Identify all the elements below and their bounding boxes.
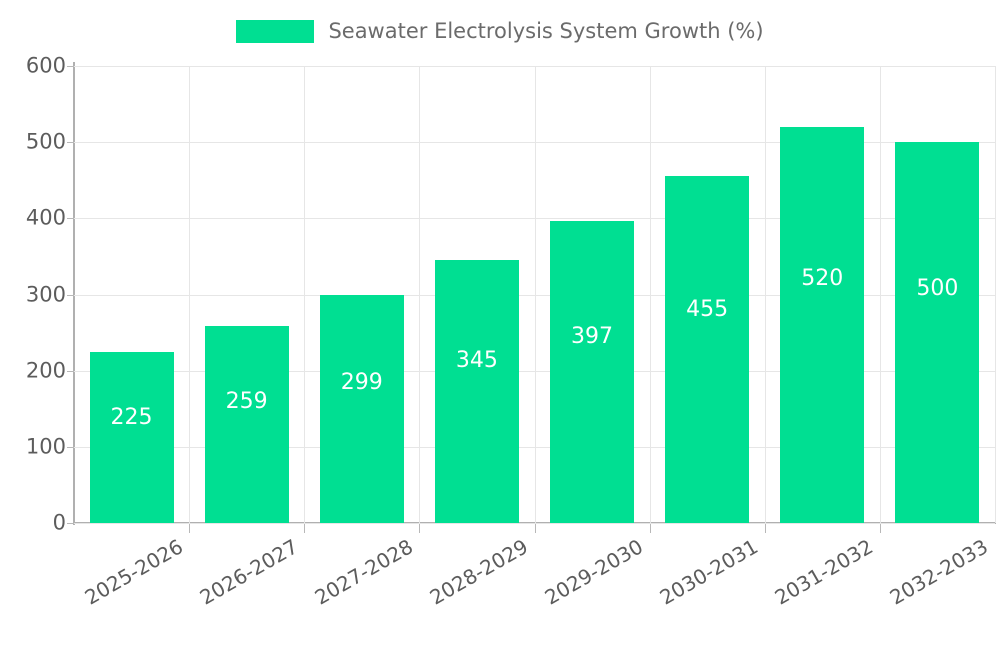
y-axis-tick-mark xyxy=(67,294,74,296)
x-axis-tick-mark xyxy=(650,524,651,533)
legend-color-swatch xyxy=(236,19,315,43)
y-gridline xyxy=(74,294,995,296)
x-gridline xyxy=(765,66,766,523)
y-axis-tick-mark xyxy=(67,142,74,144)
x-gridline xyxy=(189,66,190,523)
chart-legend: Seawater Electrolysis System Growth (%) xyxy=(0,14,1000,48)
y-gridline xyxy=(74,446,995,448)
y-axis-tick-mark xyxy=(67,66,74,67)
y-gridline xyxy=(74,66,995,67)
x-gridline xyxy=(304,66,305,523)
legend-label: Seawater Electrolysis System Growth (%) xyxy=(328,18,764,43)
bar-value-label: 397 xyxy=(571,324,614,350)
y-axis-tick-label: 100 xyxy=(25,434,66,459)
bar-value-label: 455 xyxy=(686,296,729,322)
bar-value-label: 520 xyxy=(801,266,844,292)
y-axis-tick-label: 500 xyxy=(25,129,66,154)
y-axis-tick-label: 300 xyxy=(25,282,66,306)
bar[interactable] xyxy=(665,176,750,523)
bar-value-label: 299 xyxy=(340,369,383,395)
y-axis-tick-labels: 0 100 200 300 400 500 600 xyxy=(0,0,66,600)
y-axis-line xyxy=(73,62,75,525)
bar[interactable] xyxy=(434,260,519,523)
plot-area: 225 259 299 345 397 455 520 500 xyxy=(74,66,996,524)
y-axis-tick-mark xyxy=(67,523,74,524)
bar-value-label: 500 xyxy=(916,275,959,301)
y-axis-tick-mark xyxy=(67,370,74,372)
bar[interactable] xyxy=(550,220,635,523)
x-axis-tick-mark xyxy=(535,524,536,533)
x-gridline xyxy=(995,66,996,523)
bar[interactable] xyxy=(204,325,289,523)
y-axis-tick-label: 200 xyxy=(25,358,66,383)
bar[interactable] xyxy=(895,142,980,523)
x-gridline xyxy=(650,66,651,523)
y-axis-tick-mark xyxy=(67,446,74,448)
bar-value-label: 259 xyxy=(225,388,268,414)
y-axis-tick-label: 0 xyxy=(52,510,66,535)
bar[interactable] xyxy=(780,126,865,523)
bar-value-label: 225 xyxy=(110,404,153,430)
x-axis-tick-mark xyxy=(304,524,305,533)
x-gridline xyxy=(419,66,420,523)
bar-chart: Seawater Electrolysis System Growth (%) … xyxy=(0,0,1000,610)
y-gridline xyxy=(74,523,995,524)
x-axis-tick-mark xyxy=(189,524,190,533)
bar[interactable] xyxy=(319,295,404,523)
x-gridline xyxy=(535,66,536,523)
bar-value-label: 345 xyxy=(455,348,498,374)
y-axis-tick-mark xyxy=(67,218,74,220)
y-axis-tick-label: 600 xyxy=(25,53,66,78)
y-gridline xyxy=(74,218,995,220)
x-axis-tick-mark xyxy=(880,524,881,533)
y-axis-tick-label: 400 xyxy=(25,205,66,230)
x-axis-tick-mark xyxy=(765,524,766,533)
bar[interactable] xyxy=(89,351,174,523)
x-gridline xyxy=(880,66,881,523)
y-gridline xyxy=(74,370,995,372)
x-axis-tick-mark xyxy=(419,524,420,533)
y-gridline xyxy=(74,142,995,144)
